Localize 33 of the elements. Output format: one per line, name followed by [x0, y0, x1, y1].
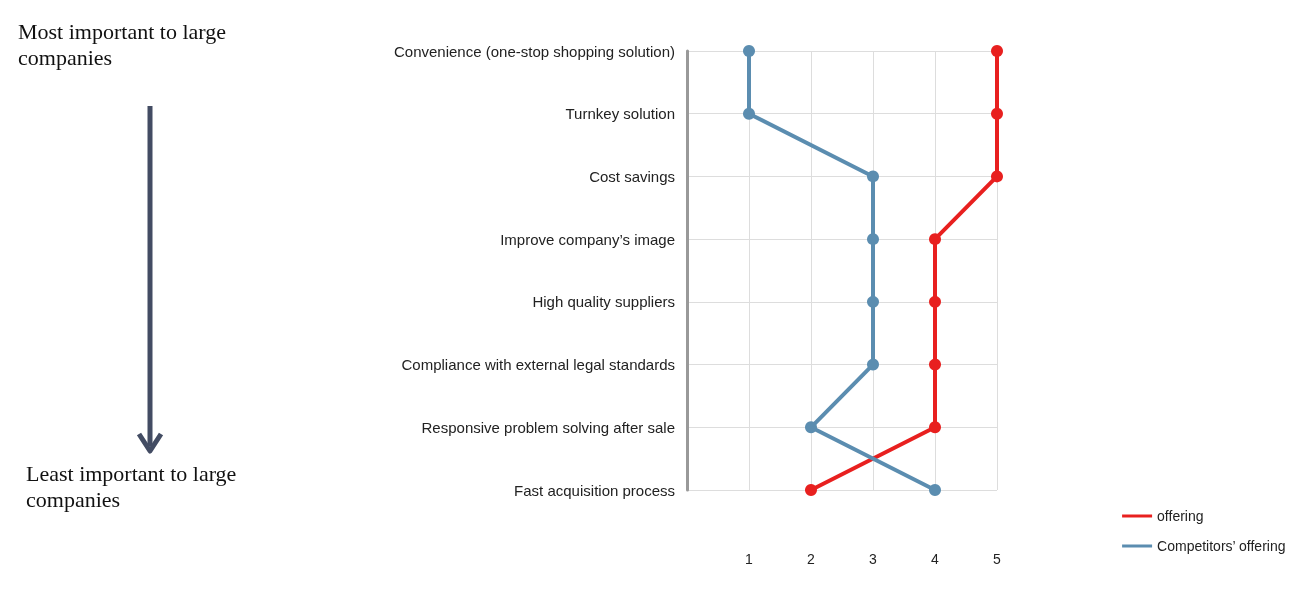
point — [867, 233, 879, 246]
y-tick-label: Turnkey solution — [565, 105, 675, 123]
x-tick-label: 5 — [993, 551, 1002, 567]
x-tick-label: 2 — [807, 551, 816, 567]
point — [991, 107, 1003, 120]
text: Most important to large companies — [18, 18, 226, 70]
point — [743, 107, 755, 120]
y-tick-label: Cost savings — [589, 167, 675, 185]
point — [929, 484, 941, 496]
point — [867, 358, 879, 371]
y-tick-label: Responsive problem solving after sale — [421, 418, 675, 436]
y-tick-label: High quality suppliers — [532, 293, 675, 311]
y-tick-label: Convenience (one-stop shopping solution) — [393, 42, 675, 60]
point — [991, 170, 1003, 183]
point — [929, 421, 941, 434]
legend-label: offering — [1157, 508, 1204, 524]
point — [743, 45, 755, 57]
point — [929, 295, 941, 308]
y-tick-label: Compliance with external legal standards — [401, 356, 675, 374]
text: Least important to large companies — [26, 460, 242, 512]
legend-label: Competitors’ offering — [1157, 538, 1286, 554]
x-tick-label: 3 — [869, 551, 878, 567]
point — [929, 233, 941, 246]
x-tick-label: 1 — [745, 551, 754, 567]
point — [867, 295, 879, 308]
y-tick-label: Improve company’s image — [500, 230, 675, 248]
point — [929, 358, 941, 371]
point — [805, 484, 817, 496]
point — [867, 170, 879, 183]
point — [805, 421, 817, 434]
y-tick-label: Fast acquisition process — [514, 481, 675, 499]
x-tick-label: 4 — [931, 551, 940, 567]
point — [991, 45, 1003, 57]
